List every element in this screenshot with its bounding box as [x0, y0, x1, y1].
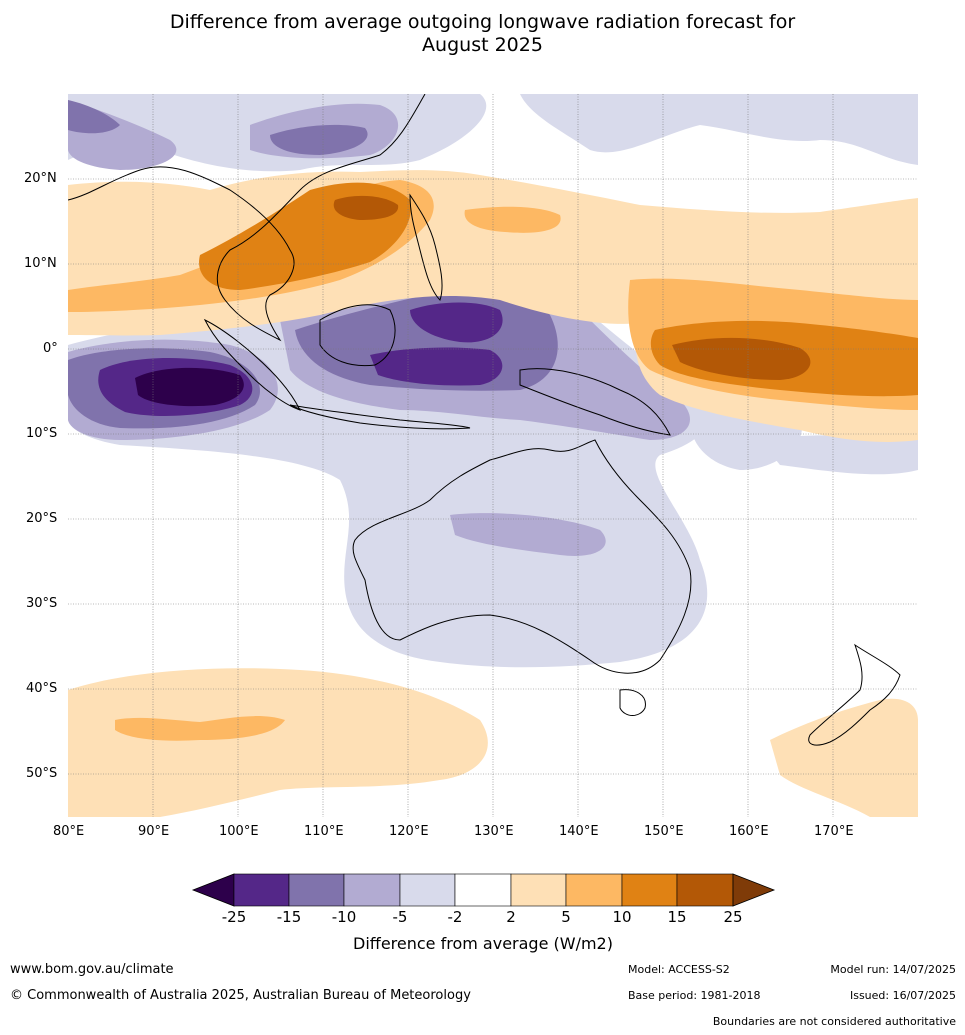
colorbar-low-arrow [191, 873, 235, 907]
lon-label-120e: 120°E [389, 824, 429, 839]
lat-label-20s: 20°S [26, 511, 58, 526]
region-extreme-negative-west [135, 367, 244, 407]
colorbar-cell-1 [233, 873, 290, 907]
footer-url[interactable]: www.bom.gov.au/climate [10, 962, 174, 977]
region-strong-negative-maritime [370, 302, 503, 386]
philippines-coastline [409, 193, 443, 301]
lon-label-90e: 90°E [138, 824, 170, 839]
region-mild-negative-australia [450, 513, 606, 556]
colorbar-tick-label: -25 [221, 908, 247, 926]
lat-label-50s: 50°S [26, 766, 58, 781]
lat-label-40s: 40°S [26, 681, 58, 696]
region-slight-negative-east [760, 435, 918, 475]
colorbar-label: Difference from average (W/m2) [353, 934, 613, 953]
lon-label-140e: 140°E [559, 824, 599, 839]
new-zealand-coastline [808, 643, 901, 746]
lon-label-110e: 110°E [304, 824, 344, 839]
lon-label-80e: 80°E [53, 824, 85, 839]
colorbar-tick-label: 5 [561, 908, 571, 926]
lat-label-20n: 20°N [24, 171, 57, 186]
lon-label-160e: 160°E [729, 824, 769, 839]
lat-label-10s: 10°S [26, 426, 58, 441]
colorbar-cell-8 [621, 873, 678, 907]
colorbar-tick-label: 2 [506, 908, 516, 926]
region-mild-positive-central [464, 206, 561, 233]
colorbar-tick-label: -5 [392, 908, 408, 926]
colorbar-cell-6 [510, 873, 567, 907]
footer-disclaimer: Boundaries are not considered authoritat… [712, 1015, 956, 1028]
gridlines [68, 94, 918, 817]
chart-title-line2: August 2025 [422, 34, 543, 56]
region-mild-positive-south [115, 716, 285, 741]
region-slight-negative-ne1 [520, 94, 918, 165]
java-coastline [289, 404, 471, 430]
footer-issued: Issued: 16/07/2025 [849, 989, 956, 1002]
colorbar-tick-label: -10 [331, 908, 357, 926]
footer-base-period: Base period: 1981-2018 [628, 989, 761, 1002]
lat-label-10n: 10°N [24, 256, 57, 271]
footer-copyright: © Commonwealth of Australia 2025, Austra… [10, 988, 471, 1003]
tasmania-coastline [619, 689, 646, 716]
sumatra-coastline [203, 318, 301, 411]
asia-coastline [68, 94, 426, 342]
colorbar-cell-5 [454, 873, 512, 907]
colorbar-cell-3 [343, 873, 401, 907]
lon-label-130e: 130°E [474, 824, 514, 839]
region-slight-positive-nz [770, 698, 918, 817]
lon-label-170e: 170°E [814, 824, 854, 839]
colorbar-tick-label: 10 [612, 908, 632, 926]
footer-model: Model: ACCESS-S2 [628, 963, 730, 976]
colorbar-cell-4 [399, 873, 456, 907]
colorbar-tick-label: 25 [723, 908, 743, 926]
lat-label-30s: 30°S [26, 596, 58, 611]
colorbar-cell-2 [288, 873, 345, 907]
region-strong-positive-east [672, 337, 811, 380]
region-slight-positive-south [68, 668, 488, 817]
colorbar [191, 873, 776, 907]
colorbar-cell-7 [565, 873, 623, 907]
region-negative-north [68, 100, 368, 155]
footer-model-run: Model run: 14/07/2025 [830, 963, 956, 976]
lat-label-0: 0° [43, 341, 58, 356]
lon-label-150e: 150°E [644, 824, 684, 839]
colorbar-tick-label: 15 [667, 908, 687, 926]
new-guinea-coastline [519, 368, 671, 436]
colorbar-tick-label: -2 [447, 908, 463, 926]
region-strong-positive-north [333, 195, 399, 220]
colorbar-high-arrow [732, 873, 776, 907]
lon-label-100e: 100°E [219, 824, 259, 839]
chart-title-line1: Difference from average outgoing longwav… [169, 11, 796, 33]
colorbar-tick-label: -15 [276, 908, 302, 926]
colorbar-cell-9 [676, 873, 734, 907]
australia-coastline [352, 439, 692, 674]
borneo-coastline [319, 304, 396, 367]
